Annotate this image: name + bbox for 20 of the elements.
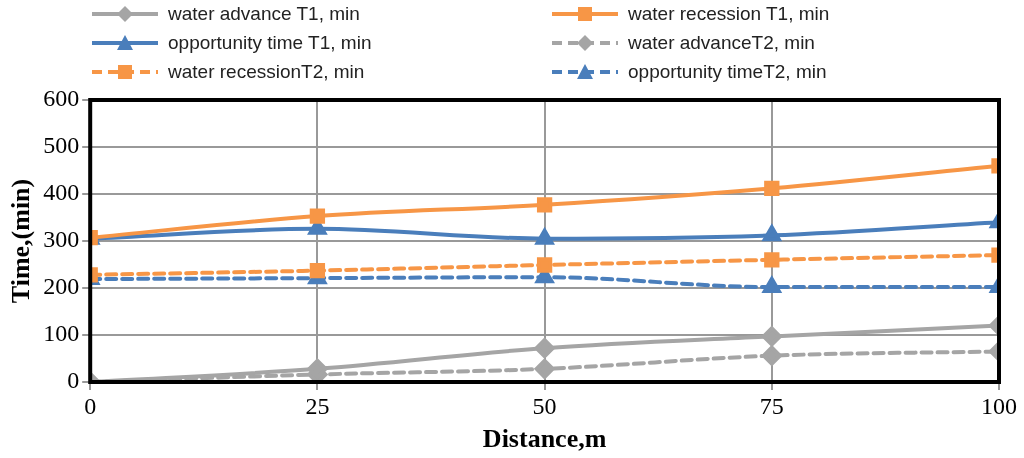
y-tick-label: 100 — [43, 320, 80, 347]
legend-label: opportunity timeT2, min — [628, 60, 827, 83]
x-axis-title: Distance,m — [482, 424, 607, 454]
y-tick-label: 500 — [43, 132, 80, 159]
x-tick-label: 0 — [84, 392, 97, 419]
legend-label: water advanceT2, min — [628, 31, 815, 54]
legend-label: water recession T1, min — [628, 2, 830, 25]
x-tick-label: 50 — [532, 392, 557, 419]
y-tick-label: 300 — [43, 226, 80, 253]
legend-label: opportunity time T1, min — [168, 31, 372, 54]
x-tick-label: 100 — [981, 392, 1017, 419]
legend-label: water recessionT2, min — [168, 60, 365, 83]
y-tick-label: 600 — [43, 85, 80, 112]
y-axis-title: Time,(min) — [6, 178, 36, 304]
x-tick-label: 25 — [305, 392, 330, 419]
y-tick-label: 400 — [43, 179, 80, 206]
y-tick-label: 0 — [67, 367, 80, 394]
x-tick-label: 75 — [759, 392, 784, 419]
y-tick-label: 200 — [43, 273, 80, 300]
legend-label: water advance T1, min — [168, 2, 360, 25]
